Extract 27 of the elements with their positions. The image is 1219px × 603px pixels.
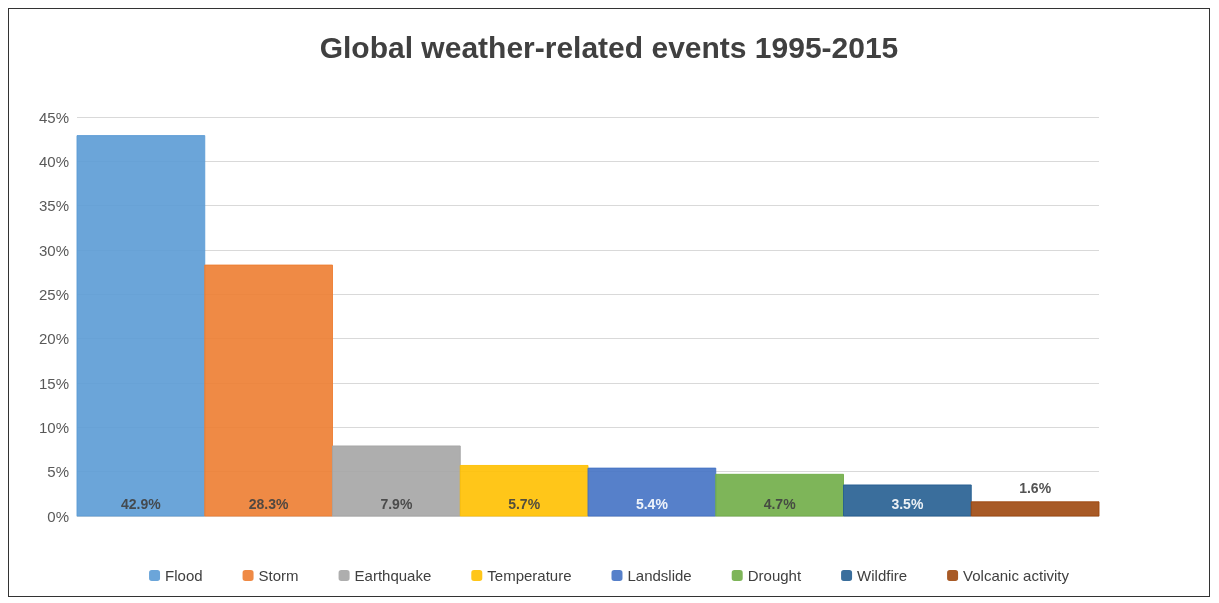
legend-label: Drought	[747, 567, 802, 584]
legend-label: Flood	[165, 567, 203, 584]
data-label: 28.3%	[248, 495, 290, 512]
data-label: 4.7%	[763, 495, 797, 512]
legend-label: Volcanic activity	[963, 567, 1070, 584]
legend-label: Storm	[258, 567, 299, 584]
data-label: 1.6%	[1019, 480, 1052, 497]
data-label: 3.5%	[891, 495, 924, 512]
data-label: 42.9%	[121, 495, 162, 512]
y-tick-label: 40%	[38, 152, 69, 170]
legend-label: Temperature	[487, 567, 572, 584]
y-tick-label: 45%	[38, 108, 69, 126]
y-tick-label: 15%	[38, 374, 69, 392]
y-tick-label: 0%	[47, 507, 69, 525]
legend-label: Wildfire	[857, 567, 908, 584]
y-tick-label: 35%	[38, 197, 69, 215]
chart-title: Global weather-related events 1995-2015	[319, 30, 899, 64]
legend-label: Earthquake	[354, 567, 432, 584]
data-label: 5.4%	[635, 495, 669, 512]
data-label: 5.7%	[508, 495, 541, 512]
y-tick-label: 5%	[47, 463, 69, 481]
data-label: 7.9%	[380, 495, 413, 512]
y-tick-label: 30%	[38, 241, 69, 259]
y-tick-label: 10%	[38, 418, 69, 436]
y-tick-label: 25%	[38, 285, 69, 303]
y-tick-label: 20%	[38, 330, 69, 348]
legend-label: Landslide	[627, 567, 692, 584]
